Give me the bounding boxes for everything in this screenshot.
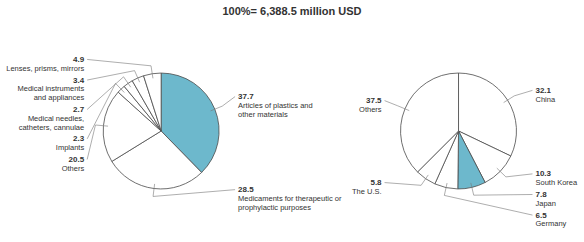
label-line: Japan [535,199,555,208]
slice-label: 37.7Articles of plastics andother materi… [238,92,313,119]
slice-label: 7.8Japan [535,190,555,208]
slice-label: 2.7Medical needles,catheters, cannulae [19,105,85,132]
slice-label: 3.4Medical instrumentsand appliances [17,76,84,103]
data-label: 32.1 [535,86,551,95]
leader-line [385,101,410,111]
data-label: 20.5 [69,155,85,164]
data-label: 2.7 [73,105,85,114]
slices [103,73,219,189]
leader-line [87,125,108,159]
category-label: Germany [535,219,566,228]
chart-root: 100%= 6,388.5 million USD 37.7Articles of… [0,0,584,242]
label-line: Lenses, prisms, mirrors [6,64,84,73]
slices [401,73,517,189]
label-line: Others [62,164,85,173]
category-label: Japan [535,199,555,208]
category-label: China [535,95,555,104]
label-line: catheters, cannulae [19,123,84,132]
slice-label: 10.3South Korea [535,169,578,187]
slice-label: 37.5Others [359,96,382,114]
label-line: The U.S. [352,187,382,196]
leader-line [87,77,131,110]
slice-label: 5.8The U.S. [352,178,382,196]
category-label: South Korea [535,178,578,187]
label-line: Germany [535,219,566,228]
leader-line [87,59,153,78]
slice-label: 32.1China [535,86,555,104]
leader-line [385,175,429,185]
labels: 37.7Articles of plastics andother materi… [6,55,342,212]
pie-slice [144,73,162,131]
slice-label: 20.5Others [62,155,85,173]
data-label: 6.5 [535,211,547,220]
slice-label: 6.5Germany [535,211,566,229]
leader-line [87,71,139,83]
category-label: Articles of plastics andother materials [238,101,313,119]
slice-label: 4.9Lenses, prisms, mirrors [6,55,84,73]
label-line: Articles of plastics and [238,101,313,110]
category-label: Others [62,164,85,173]
category-label: Medical needles,catheters, cannulae [19,114,84,132]
labels: 32.1China 10.3South Korea 7.8Japan 6.5Germa… [352,86,578,229]
label-line: Implants [56,143,85,152]
data-label: 37.7 [238,92,254,101]
label-line: and appliances [34,93,85,102]
label-line: China [535,95,555,104]
leader-line [153,184,235,197]
pie-chart: 32.1China 10.3South Korea 7.8Japan 6.5Germa… [352,73,578,228]
data-label: 3.4 [73,76,85,85]
label-line: South Korea [535,178,578,187]
data-label: 10.3 [535,169,551,178]
data-label: 4.9 [73,55,85,64]
data-label: 2.3 [73,134,85,143]
label-line: Medical instruments [17,84,84,93]
leader-line [471,183,533,195]
slice-label: 2.3Implants [56,134,85,152]
leader-lines [87,59,235,196]
data-label: 37.5 [366,96,382,105]
label-line: Medicaments for therapeutic or [238,194,342,203]
pie-slice [458,131,485,189]
label-line: other materials [238,110,288,119]
data-label: 7.8 [535,190,547,199]
leader-line [211,97,236,111]
pie-chart: 37.7Articles of plastics andother materi… [6,55,342,212]
slice-label: 28.5Medicaments for therapeutic orprophy… [238,185,342,212]
leader-line [87,83,124,139]
pie-slice [401,73,459,172]
category-label: Lenses, prisms, mirrors [6,64,84,73]
label-line: prophylactic purposes [238,203,311,212]
title: 100%= 6,388.5 million USD [222,5,361,17]
leader-line [497,168,533,177]
data-label: 5.8 [370,178,382,187]
label-line: Others [359,105,382,114]
category-label: Implants [56,143,85,152]
data-label: 28.5 [238,185,254,194]
leader-lines [385,90,533,215]
category-label: Others [359,105,382,114]
category-label: The U.S. [352,187,382,196]
label-line: Medical needles, [28,114,84,123]
leader-line [504,90,533,102]
category-label: Medical instrumentsand appliances [17,84,84,102]
leader-line [444,183,532,215]
category-label: Medicaments for therapeutic orprophylact… [238,194,342,212]
